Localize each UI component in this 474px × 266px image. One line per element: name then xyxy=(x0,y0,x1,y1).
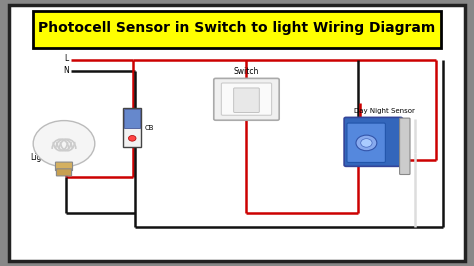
FancyBboxPatch shape xyxy=(55,162,73,171)
FancyBboxPatch shape xyxy=(221,83,272,115)
FancyBboxPatch shape xyxy=(400,118,410,174)
Circle shape xyxy=(128,135,136,141)
Text: Photocell Sensor in Switch to light Wiring Diagram: Photocell Sensor in Switch to light Wiri… xyxy=(38,22,436,35)
Circle shape xyxy=(356,135,377,151)
FancyBboxPatch shape xyxy=(123,108,141,147)
Text: N: N xyxy=(63,66,69,76)
Text: Switch: Switch xyxy=(234,67,259,76)
FancyBboxPatch shape xyxy=(56,169,72,176)
Text: Light: Light xyxy=(31,152,50,161)
FancyBboxPatch shape xyxy=(124,109,140,128)
FancyBboxPatch shape xyxy=(234,88,259,113)
FancyBboxPatch shape xyxy=(214,78,279,120)
Text: Day Night Sensor: Day Night Sensor xyxy=(354,108,414,114)
FancyBboxPatch shape xyxy=(344,117,402,166)
Circle shape xyxy=(361,139,372,147)
Circle shape xyxy=(33,120,95,167)
FancyBboxPatch shape xyxy=(347,123,385,163)
Text: CB: CB xyxy=(145,125,155,131)
Text: L: L xyxy=(64,54,69,63)
